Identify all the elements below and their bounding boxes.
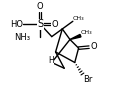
Text: O: O <box>37 2 43 11</box>
Text: O: O <box>90 42 96 51</box>
Text: CH₃: CH₃ <box>80 30 92 35</box>
Text: CH₃: CH₃ <box>73 16 84 21</box>
Text: O: O <box>51 20 57 29</box>
Text: NH₃: NH₃ <box>14 33 30 42</box>
Text: S: S <box>37 19 43 29</box>
Text: HO: HO <box>10 20 23 29</box>
Text: Br: Br <box>82 75 91 84</box>
Text: H: H <box>48 56 53 65</box>
Polygon shape <box>69 34 80 39</box>
